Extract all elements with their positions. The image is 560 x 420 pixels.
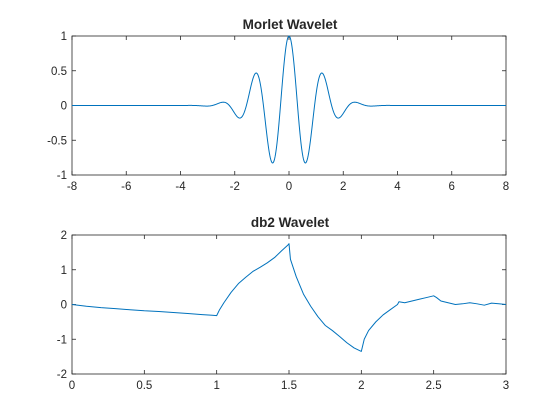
db2-x-tick-label: 0.5	[136, 380, 152, 392]
db2-series-line	[71, 243, 507, 352]
morlet-x-tick-label: 6	[449, 181, 455, 193]
db2-subplot: db2 Wavelet 0 0.5 1 1.5 2 2.5 3 -2 -1 0 1 2	[57, 215, 509, 392]
morlet-x-tick-label: -4	[175, 181, 186, 193]
morlet-x-tick-label: -2	[230, 181, 240, 193]
morlet-x-tick-label: -8	[67, 181, 77, 193]
morlet-y-tick-label: 1	[61, 31, 67, 43]
db2-x-tick-label: 2.5	[426, 380, 442, 392]
morlet-x-tick-label: -6	[121, 181, 131, 193]
morlet-title: Morlet Wavelet	[243, 17, 338, 32]
db2-x-tick-label: 0	[69, 380, 75, 392]
db2-title: db2 Wavelet	[251, 215, 330, 230]
morlet-y-tick-label: 0	[61, 101, 67, 113]
db2-x-tick-label: 1	[213, 380, 219, 392]
db2-y-tick-label: 2	[61, 230, 67, 242]
morlet-tick-labels: -8 -6 -4 -2 0 2 4 6 8 -1 -0.5 0 0.5 1	[47, 31, 509, 193]
morlet-x-tick-label: 8	[503, 181, 509, 193]
morlet-y-tick-label: -1	[57, 170, 67, 182]
db2-x-tick-label: 3	[503, 380, 509, 392]
morlet-series-line	[71, 35, 507, 164]
morlet-x-tick-label: 2	[340, 181, 346, 193]
morlet-subplot: Morlet Wavelet -8 -6 -4 -2 0 2 4 6 8 -1 -0.5 0 0.5 1	[47, 17, 509, 193]
db2-y-tick-label: 1	[61, 265, 67, 277]
morlet-y-tick-label: -0.5	[47, 135, 67, 147]
db2-tick-labels: 0 0.5 1 1.5 2 2.5 3 -2 -1 0 1 2	[57, 230, 509, 392]
morlet-x-tick-label: 0	[286, 181, 292, 193]
morlet-y-tick-label: 0.5	[51, 66, 67, 78]
db2-y-tick-label: -1	[57, 334, 67, 346]
db2-y-tick-label: 0	[61, 300, 67, 312]
db2-ticks	[71, 234, 507, 375]
db2-y-tick-label: -2	[57, 369, 67, 381]
morlet-x-tick-label: 4	[394, 181, 401, 193]
db2-axes	[71, 234, 507, 375]
db2-x-tick-label: 1.5	[281, 380, 297, 392]
db2-x-tick-label: 2	[358, 380, 364, 392]
